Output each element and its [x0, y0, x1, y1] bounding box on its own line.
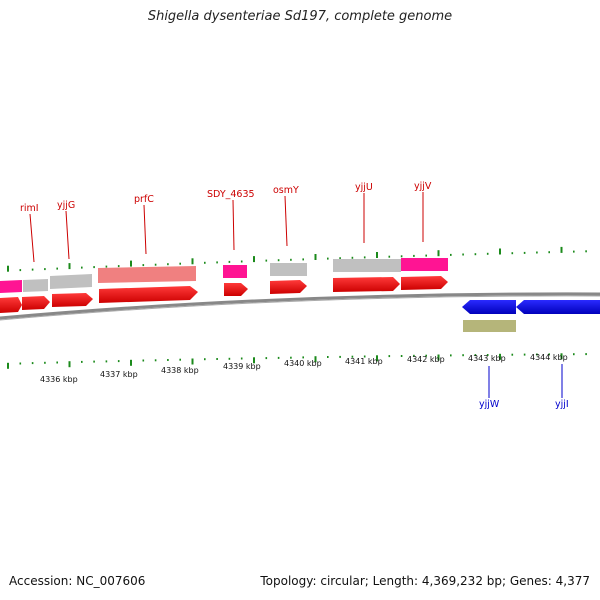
gene-labels-top: rimI yjjG prfC SDY_4635 osmY yjjU yjjV — [20, 181, 432, 263]
feature-box — [463, 320, 516, 332]
gene-label-yjjG: yjjG — [57, 200, 75, 211]
feature-track-upper — [0, 258, 448, 293]
label-leader — [232, 199, 235, 251]
cds-arrow — [516, 300, 600, 314]
gene-label-SDY_4635: SDY_4635 — [207, 189, 255, 200]
feature-box — [98, 266, 196, 283]
gene-label-yjjV: yjjV — [414, 181, 432, 192]
forward-cds-track — [0, 276, 448, 313]
kbp-label: 4336 kbp — [40, 375, 78, 384]
cds-arrow — [52, 293, 93, 307]
gene-label-rimI: rimI — [20, 203, 39, 214]
gene-label-yjjW: yjjW — [479, 399, 500, 410]
kbp-label: 4342 kbp — [407, 355, 445, 364]
cds-arrow — [462, 300, 516, 314]
kbp-label: 4341 kbp — [345, 357, 383, 366]
kbp-label: 4339 kbp — [223, 362, 261, 371]
top-tick-row — [7, 246, 587, 272]
label-leader — [284, 195, 288, 247]
feature-box — [333, 259, 401, 272]
accession-text: Accession: NC_007606 — [9, 574, 146, 588]
cds-arrow — [99, 286, 198, 303]
kbp-label: 4344 kbp — [530, 353, 568, 362]
cds-arrow — [0, 297, 22, 313]
gene-label-prfC: prfC — [134, 194, 154, 205]
cds-arrow — [270, 280, 307, 294]
gene-label-yjjU: yjjU — [355, 182, 373, 193]
gene-label-osmY: osmY — [273, 185, 299, 196]
feature-box — [50, 274, 92, 289]
cds-arrow — [22, 296, 50, 310]
reverse-cds-track — [462, 300, 600, 332]
label-leader — [143, 204, 147, 255]
kbp-label: 4343 kbp — [468, 354, 506, 363]
cds-arrow — [401, 276, 448, 290]
feature-box — [223, 265, 247, 278]
backbone-line — [0, 292, 600, 320]
label-leader — [65, 210, 70, 260]
backbone-line-shadow — [0, 295, 600, 321]
gene-labels-bottom: yjjW yjjI — [479, 364, 569, 410]
bottom-tick-row — [7, 353, 587, 369]
label-leader — [29, 213, 35, 263]
feature-box — [270, 263, 307, 276]
kbp-label: 4337 kbp — [100, 370, 138, 379]
kbp-labels: 4336 kbp 4337 kbp 4338 kbp 4339 kbp 4340… — [40, 353, 568, 384]
gene-label-yjjI: yjjI — [555, 399, 569, 410]
kbp-label: 4338 kbp — [161, 366, 199, 375]
kbp-label: 4340 kbp — [284, 359, 322, 368]
feature-box — [23, 279, 48, 292]
map-title: Shigella dysenteriae Sd197, complete gen… — [147, 9, 453, 24]
feature-box — [0, 280, 22, 293]
genome-summary-text: Topology: circular; Length: 4,369,232 bp… — [260, 574, 590, 588]
feature-box — [401, 258, 448, 271]
cds-arrow — [333, 277, 400, 292]
cds-arrow — [224, 283, 248, 296]
